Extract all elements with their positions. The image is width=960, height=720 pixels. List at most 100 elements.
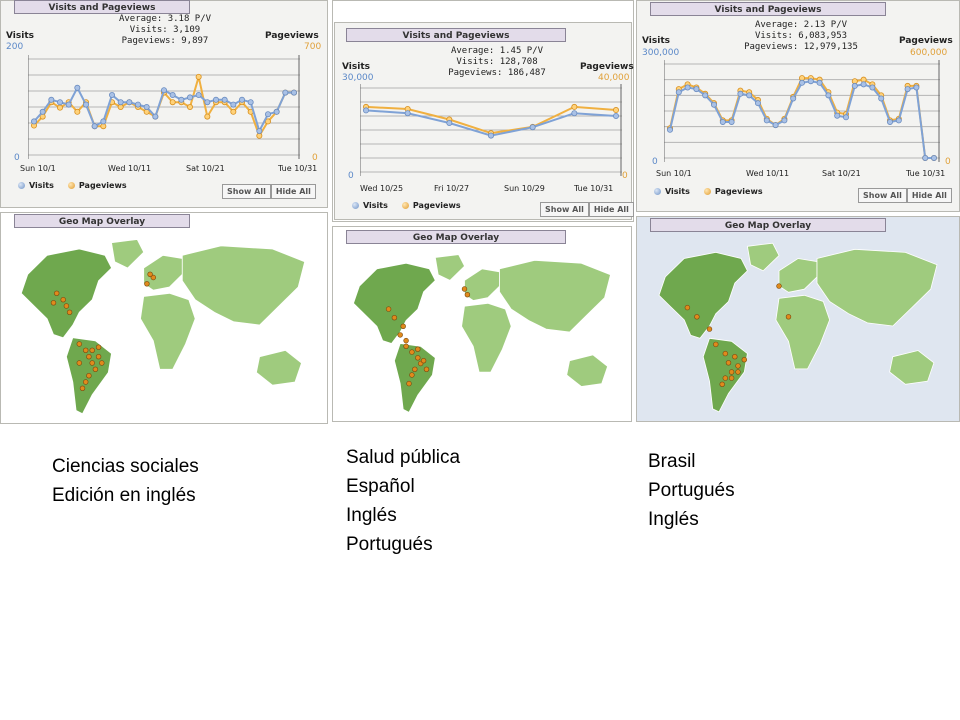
- visits-data-point[interactable]: [74, 84, 81, 91]
- visits-data-point[interactable]: [152, 113, 159, 120]
- geo-marker[interactable]: [412, 366, 418, 373]
- geo-marker[interactable]: [92, 366, 99, 373]
- visits-data-point[interactable]: [178, 96, 185, 103]
- geo-marker[interactable]: [694, 314, 700, 320]
- map-tab-2[interactable]: Geo Map Overlay: [346, 230, 566, 244]
- visits-data-point[interactable]: [264, 111, 271, 118]
- visits-data-point[interactable]: [290, 89, 297, 96]
- geo-marker[interactable]: [50, 300, 57, 306]
- geo-marker[interactable]: [144, 281, 150, 287]
- visits-data-point[interactable]: [571, 110, 578, 117]
- visits-data-point[interactable]: [746, 92, 753, 99]
- legend-label-pageviews[interactable]: Pageviews: [78, 181, 127, 190]
- visits-data-point[interactable]: [230, 101, 237, 108]
- geo-marker[interactable]: [95, 344, 102, 350]
- pageviews-data-point[interactable]: [195, 73, 202, 80]
- visits-data-point[interactable]: [886, 118, 893, 125]
- geo-marker[interactable]: [400, 323, 406, 330]
- chart-tab-1[interactable]: Visits and Pageviews: [14, 0, 190, 14]
- geo-marker[interactable]: [89, 360, 95, 366]
- visits-data-point[interactable]: [529, 124, 536, 131]
- geo-marker[interactable]: [722, 375, 729, 381]
- visits-data-point[interactable]: [204, 99, 211, 106]
- chart-tab-3[interactable]: Visits and Pageviews: [650, 2, 886, 16]
- geo-marker[interactable]: [66, 309, 73, 316]
- pageviews-data-point[interactable]: [169, 99, 176, 106]
- hide-all-button[interactable]: Hide All: [588, 202, 634, 217]
- geo-marker[interactable]: [776, 283, 782, 289]
- geo-marker[interactable]: [706, 326, 713, 332]
- visits-data-point[interactable]: [247, 99, 254, 106]
- legend-label-pageviews[interactable]: Pageviews: [714, 187, 763, 196]
- visits-data-point[interactable]: [798, 79, 805, 86]
- visits-data-point[interactable]: [109, 92, 116, 99]
- visits-data-point[interactable]: [781, 117, 788, 124]
- geo-marker[interactable]: [684, 304, 691, 311]
- visits-data-point[interactable]: [693, 86, 700, 93]
- geo-marker[interactable]: [53, 290, 60, 296]
- geo-marker[interactable]: [464, 291, 471, 298]
- visits-data-point[interactable]: [851, 82, 858, 89]
- visits-data-point[interactable]: [100, 118, 107, 125]
- visits-data-point[interactable]: [675, 89, 682, 96]
- geo-map-2[interactable]: [336, 246, 628, 418]
- visits-data-point[interactable]: [169, 92, 176, 99]
- geo-marker[interactable]: [89, 347, 95, 354]
- geo-marker[interactable]: [95, 353, 102, 360]
- visits-data-point[interactable]: [56, 99, 63, 106]
- visits-data-point[interactable]: [834, 112, 841, 119]
- geo-marker[interactable]: [76, 360, 83, 366]
- visits-data-point[interactable]: [487, 132, 494, 139]
- visits-data-point[interactable]: [913, 84, 920, 91]
- geo-marker[interactable]: [391, 314, 398, 321]
- visits-data-point[interactable]: [65, 101, 72, 108]
- hide-all-button[interactable]: Hide All: [906, 188, 952, 203]
- geo-marker[interactable]: [785, 314, 792, 320]
- geo-marker[interactable]: [725, 360, 732, 366]
- visits-data-point[interactable]: [212, 96, 219, 103]
- visits-data-point[interactable]: [790, 95, 797, 102]
- geo-marker[interactable]: [63, 303, 70, 309]
- geo-marker[interactable]: [728, 369, 735, 375]
- visits-data-point[interactable]: [825, 92, 832, 99]
- visits-data-point[interactable]: [711, 101, 718, 108]
- visits-data-point[interactable]: [31, 118, 37, 125]
- geo-marker[interactable]: [415, 346, 421, 352]
- visits-data-point[interactable]: [195, 92, 202, 99]
- geo-marker[interactable]: [409, 349, 415, 355]
- visits-data-point[interactable]: [728, 118, 735, 125]
- visits-data-point[interactable]: [719, 118, 726, 125]
- geo-marker[interactable]: [728, 375, 735, 381]
- visits-data-point[interactable]: [117, 99, 124, 106]
- visits-data-point[interactable]: [930, 155, 937, 162]
- visits-data-point[interactable]: [737, 90, 744, 97]
- geo-marker[interactable]: [423, 366, 430, 373]
- visits-data-point[interactable]: [807, 78, 814, 85]
- visits-data-point[interactable]: [763, 117, 770, 124]
- visits-data-point[interactable]: [772, 122, 779, 129]
- visits-data-point[interactable]: [126, 99, 133, 106]
- map-tab-1[interactable]: Geo Map Overlay: [14, 214, 190, 228]
- geo-marker[interactable]: [150, 274, 157, 281]
- geo-map-1[interactable]: [2, 230, 324, 420]
- visits-data-point[interactable]: [667, 126, 673, 133]
- visits-data-point[interactable]: [755, 100, 762, 107]
- geo-marker[interactable]: [719, 381, 725, 388]
- legend-label-visits[interactable]: Visits: [363, 201, 388, 210]
- visits-data-point[interactable]: [221, 96, 228, 103]
- visits-data-point[interactable]: [273, 108, 280, 115]
- visits-data-point[interactable]: [91, 123, 98, 130]
- geo-marker[interactable]: [82, 379, 89, 385]
- geo-marker[interactable]: [86, 373, 92, 379]
- pageviews-data-point[interactable]: [612, 107, 619, 114]
- visits-data-point[interactable]: [895, 117, 902, 124]
- show-all-button[interactable]: Show All: [858, 188, 907, 203]
- legend-label-visits[interactable]: Visits: [29, 181, 54, 190]
- geo-marker[interactable]: [99, 360, 105, 366]
- geo-marker[interactable]: [60, 296, 66, 303]
- chart-tab-2[interactable]: Visits and Pageviews: [346, 28, 566, 42]
- geo-marker[interactable]: [86, 353, 92, 360]
- pageviews-data-point[interactable]: [186, 104, 193, 111]
- visits-data-point[interactable]: [878, 95, 885, 102]
- visits-data-point[interactable]: [160, 87, 167, 94]
